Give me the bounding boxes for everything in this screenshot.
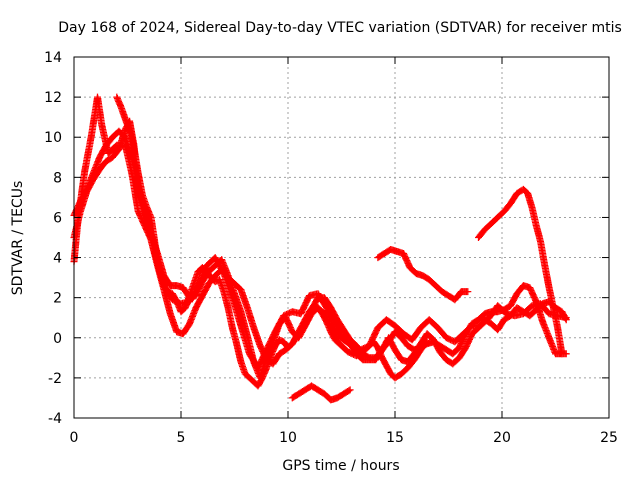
y-tick-label: 0 [53, 331, 62, 347]
series-3 [70, 127, 570, 368]
data-point [562, 314, 569, 322]
x-tick-label: 10 [279, 430, 297, 446]
y-tick-label: 6 [53, 210, 62, 226]
x-tick-label: 15 [386, 430, 404, 446]
data-point [562, 350, 570, 358]
y-tick-label: 8 [53, 170, 62, 186]
x-tick-label: 5 [177, 430, 186, 446]
y-tick-label: -4 [48, 411, 62, 427]
y-tick-label: 14 [44, 50, 62, 66]
series-7 [475, 185, 570, 358]
data-point [345, 387, 353, 395]
data-point [346, 386, 354, 394]
data-point [423, 338, 431, 346]
x-tick-label: 0 [70, 430, 79, 446]
plot-area [70, 93, 570, 404]
plot-frame [73, 56, 610, 419]
y-tick-label: 4 [53, 251, 62, 267]
y-tick-label: -2 [48, 371, 62, 387]
y-tick-label: 12 [44, 90, 62, 106]
data-point [562, 316, 570, 324]
y-tick-label: 2 [53, 291, 62, 307]
series-5 [288, 382, 354, 404]
series-2 [70, 117, 566, 382]
data-point [422, 339, 430, 347]
series-6 [374, 246, 472, 304]
x-axis-label: GPS time / hours [282, 458, 399, 474]
axes: 0 5 10 15 20 25 -4 -2 0 2 4 6 8 10 12 14 [44, 50, 618, 446]
series-4 [113, 93, 431, 390]
grid [74, 57, 609, 418]
y-tick-label: 10 [44, 130, 62, 146]
y-axis-label: SDTVAR / TECUs [10, 181, 26, 296]
x-tick-label: 20 [493, 430, 511, 446]
data-point [464, 288, 472, 296]
x-tick-label: 25 [600, 430, 618, 446]
chart-title: Day 168 of 2024, Sidereal Day-to-day VTE… [58, 20, 622, 36]
